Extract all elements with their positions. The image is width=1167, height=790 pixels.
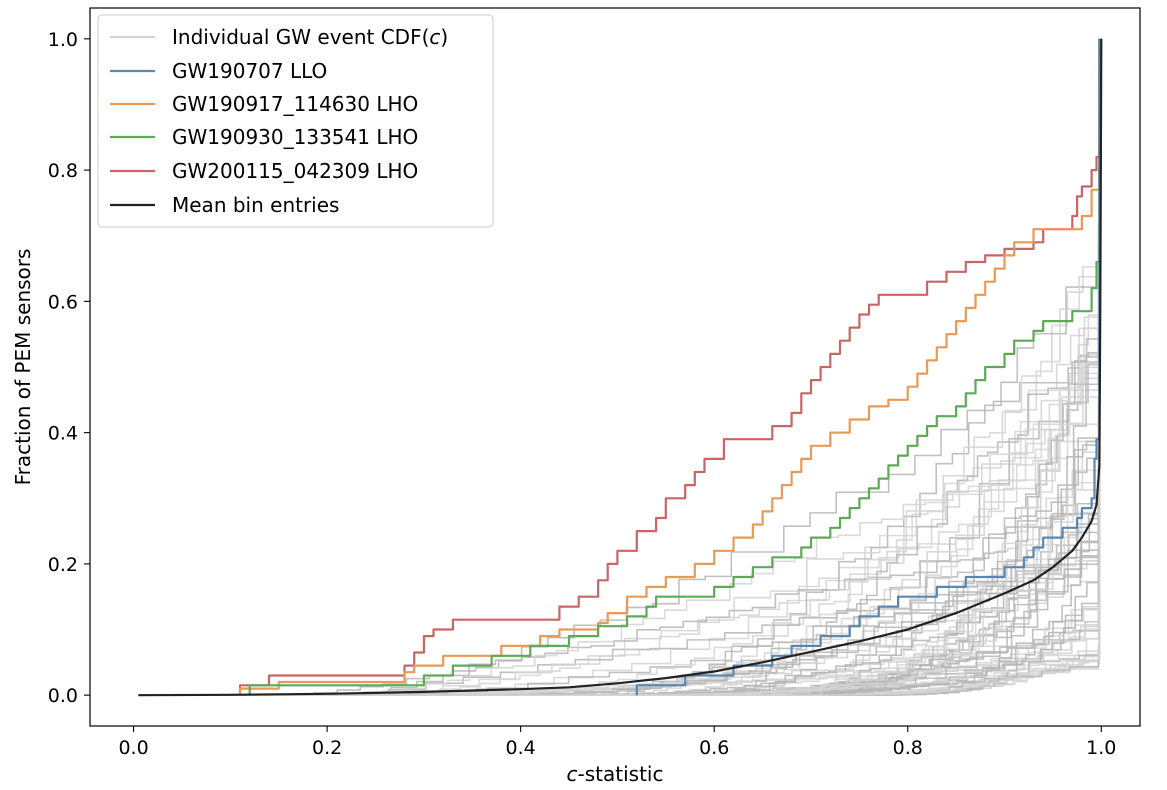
legend-box (97, 14, 494, 228)
tick-layer: 0.0 0.2 0.4 0.6 0.8 1.0 0.0 0.2 0.4 0.6 0.8 1.0 (48, 29, 1117, 759)
legend-item-mean: Mean bin entries (110, 193, 339, 217)
series-line-gw190930-133541-lho (248, 38, 1101, 696)
legend-item-gw190917: GW190917_114630 LHO (110, 92, 418, 116)
event-cdf-line (138, 38, 1101, 696)
series-line-mean-bin-entries (138, 38, 1103, 697)
x-tick-label: 0.6 (699, 737, 729, 759)
legend-label: GW200115_042309 LHO (172, 159, 418, 183)
event-cdf-line (138, 38, 1101, 696)
legend-label: GW190917_114630 LHO (172, 92, 418, 116)
legend-label: Individual GW event CDF(c) (172, 25, 448, 49)
series-layer (138, 38, 1103, 697)
x-axis-label: c-statistic (567, 762, 664, 786)
x-tick-label: 1.0 (1086, 737, 1116, 759)
event-cdf-line (138, 38, 1101, 696)
event-cdf-line (138, 38, 1101, 696)
x-tick-label: 0.4 (506, 737, 536, 759)
legend: Individual GW event CDF(c) GW190707 LLO … (97, 14, 494, 228)
y-tick-label: 0.6 (48, 291, 78, 313)
legend-item-gw190707: GW190707 LLO (110, 59, 327, 83)
x-tick-label: 0.8 (893, 737, 923, 759)
y-tick-label: 0.0 (48, 685, 78, 707)
legend-item-gw190930: GW190930_133541 LHO (110, 125, 418, 149)
x-tick-label: 0.2 (312, 737, 342, 759)
legend-label: Mean bin entries (172, 193, 339, 217)
legend-label: GW190930_133541 LHO (172, 125, 418, 149)
series-line-gw190917-114630-lho (238, 38, 1101, 696)
series-line-gw190707-llo (635, 38, 1101, 696)
event-cdf-line (138, 38, 1101, 696)
legend-item-individual: Individual GW event CDF(c) (110, 25, 448, 49)
x-tick-label: 0.0 (118, 737, 148, 759)
y-tick-label: 0.8 (48, 160, 78, 182)
y-tick-label: 0.2 (48, 554, 78, 576)
legend-label: GW190707 LLO (172, 59, 327, 83)
plot-frame (89, 7, 1141, 727)
event-cdf-line (138, 38, 1101, 696)
event-cdf-line (138, 38, 1101, 696)
y-axis-label: Fraction of PEM sensors (11, 249, 35, 486)
event-cdf-line (138, 38, 1101, 696)
event-cdf-line (138, 38, 1101, 696)
y-tick-label: 0.4 (48, 423, 78, 445)
event-cdf-line (138, 38, 1101, 696)
event-cdf-line (138, 38, 1101, 696)
legend-item-gw200115: GW200115_042309 LHO (110, 159, 418, 183)
y-tick-label: 1.0 (48, 29, 78, 51)
background-event-cdf-lines (138, 38, 1101, 696)
event-cdf-line (138, 38, 1101, 696)
